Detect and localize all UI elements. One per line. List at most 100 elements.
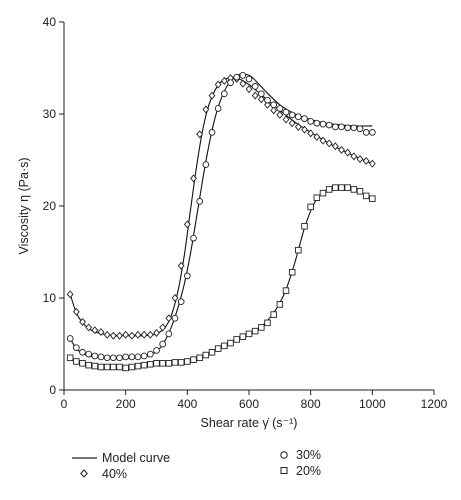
point-30 [313,119,321,127]
point-30 [282,108,290,116]
data-points [66,72,376,372]
point-40 [128,331,136,340]
point-30 [356,125,364,133]
point-40 [344,148,352,157]
point-40 [72,307,80,316]
point-30 [307,118,315,125]
point-40 [288,119,296,128]
point-20 [227,339,234,347]
point-40 [103,330,111,339]
point-40 [276,110,284,119]
point-20 [159,360,166,367]
point-30 [109,354,117,362]
point-30 [319,120,327,128]
point-20 [196,354,203,362]
point-20 [307,203,314,211]
point-20 [177,359,185,366]
point-20 [301,222,308,230]
point-40 [270,106,278,115]
point-40 [325,139,333,148]
point-30 [153,347,160,354]
point-20 [202,351,210,359]
point-30 [264,96,271,104]
point-30 [288,111,296,119]
y-axis-title: Viscosity η (Pa·s) [17,157,31,254]
point-30 [177,298,185,306]
point-20 [221,342,228,350]
point-40 [257,95,265,104]
point-40 [239,79,247,88]
point-20 [356,188,364,195]
point-40 [177,261,185,270]
point-30 [239,72,247,79]
point-40 [153,328,160,337]
point-30 [116,354,123,362]
legend: Model curve 30% 40% 20% [72,448,321,481]
point-40 [251,91,259,100]
legend-label-40: 40% [102,467,127,481]
point-40 [171,294,179,302]
point-30 [165,330,173,338]
point-20 [128,363,136,371]
point-40 [91,326,99,335]
point-20 [79,360,86,367]
point-20 [282,287,290,294]
point-30 [72,344,80,352]
point-30 [220,90,228,98]
point-30 [85,350,93,358]
point-20 [73,358,80,365]
x-tick-label: 400 [177,397,197,411]
point-40 [202,105,210,114]
point-30 [66,335,74,342]
y-ticks: 0 10 20 30 40 [43,15,64,397]
model-curve-20 [69,186,373,369]
point-20 [91,362,99,370]
point-40 [109,331,117,340]
point-20 [258,324,265,331]
point-20 [264,319,271,327]
point-20 [147,360,154,368]
point-40 [331,142,339,151]
point-40 [183,220,191,229]
point-30 [338,123,345,131]
point-30 [251,83,259,90]
point-20 [276,301,284,308]
point-20 [319,189,327,197]
point-20 [362,192,370,200]
legend-circle-marker [280,451,288,459]
point-30 [233,73,241,81]
point-20 [350,186,358,193]
model-curve-30 [69,73,373,360]
point-30 [140,352,148,360]
point-40 [196,130,204,139]
point-20 [153,360,160,367]
point-20 [344,184,351,191]
point-20 [295,246,302,254]
point-20 [214,345,222,352]
point-40 [159,323,167,332]
x-tick-label: 1000 [359,397,386,411]
y-tick-label: 40 [43,15,57,29]
point-20 [208,349,216,356]
legend-label-model-curve: Model curve [102,451,170,465]
point-40 [146,330,154,339]
point-40 [301,125,308,134]
point-20 [233,336,240,343]
point-40 [220,76,228,85]
point-20 [116,363,123,371]
y-tick-label: 0 [49,383,56,397]
point-30 [350,124,358,132]
point-30 [97,353,105,361]
point-40 [122,330,130,339]
point-20 [97,363,105,371]
point-40 [356,155,364,164]
point-40 [294,122,302,131]
point-30 [159,340,167,348]
point-20 [165,360,173,367]
point-30 [134,353,142,361]
point-30 [362,129,370,136]
point-40 [338,145,345,154]
point-30 [146,350,154,358]
point-40 [66,290,74,299]
